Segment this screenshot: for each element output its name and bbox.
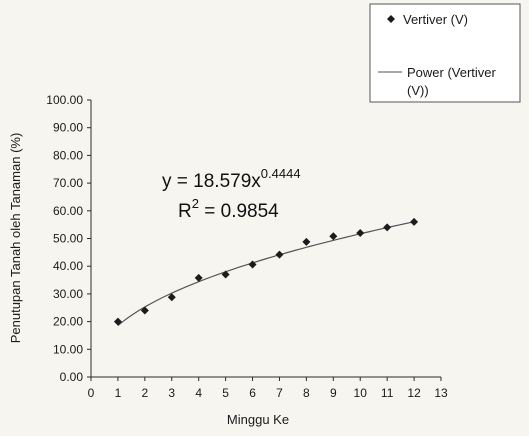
power-trendline xyxy=(117,221,415,327)
x-tick-label: 2 xyxy=(142,386,149,400)
y-tick-label: 90.00 xyxy=(53,121,83,135)
x-tick-label: 4 xyxy=(195,386,202,400)
data-point-diamond xyxy=(113,317,122,326)
y-tick-label: 30.00 xyxy=(53,287,83,301)
y-axis-title: Penutupan Tanah oleh Tanaman (%) xyxy=(8,133,23,344)
x-tick-label: 13 xyxy=(434,386,448,400)
x-tick-label: 11 xyxy=(381,386,394,400)
y-tick-label: 20.00 xyxy=(53,315,83,329)
x-axis-title: Minggu Ke xyxy=(227,412,289,427)
legend-trendline-label-1: Power (Vertiver xyxy=(407,65,497,80)
x-tick-label: 9 xyxy=(330,386,337,400)
y-axis-ticks: 0.00 10.00 20.00 30.00 40.00 50.00 60.00 70.00 8… xyxy=(46,93,91,384)
y-tick-label: 40.00 xyxy=(53,259,83,273)
r2-superscript: 2 xyxy=(192,196,199,211)
legend-series-label: Vertiver (V) xyxy=(403,12,468,27)
data-point-diamond xyxy=(383,223,392,232)
x-tick-label: 8 xyxy=(303,386,310,400)
r2-value: = 0.9854 xyxy=(199,201,279,222)
x-tick-label: 1 xyxy=(115,386,122,400)
legend: Vertiver (V) Power (Vertiver (V)) xyxy=(369,3,521,103)
x-tick-label: 7 xyxy=(276,386,283,400)
y-tick-label: 70.00 xyxy=(53,176,83,190)
data-point-diamond xyxy=(329,232,338,241)
data-points xyxy=(113,217,419,326)
data-point-diamond xyxy=(302,237,311,246)
equation-base: y = 18.579x xyxy=(162,171,261,192)
data-point-diamond xyxy=(275,250,284,259)
x-tick-label: 6 xyxy=(249,386,256,400)
x-tick-label: 12 xyxy=(407,386,421,400)
data-point-diamond xyxy=(167,293,176,302)
x-axis-ticks: 0 1 2 3 4 5 6 7 8 9 10 11 12 13 xyxy=(88,377,448,400)
y-tick-label: 60.00 xyxy=(53,204,83,218)
data-point-diamond xyxy=(194,273,203,282)
equation-exponent: 0.4444 xyxy=(261,166,301,181)
data-point-diamond xyxy=(356,228,365,237)
y-tick-label: 0.00 xyxy=(60,370,84,384)
y-tick-label: 10.00 xyxy=(53,342,83,356)
r-squared-label: R2 = 0.9854 xyxy=(178,196,279,222)
r2-symbol: R xyxy=(178,201,192,222)
legend-trendline-label-2: (V)) xyxy=(407,83,429,98)
x-tick-label: 3 xyxy=(168,386,175,400)
data-point-diamond xyxy=(221,270,230,279)
x-tick-label: 5 xyxy=(222,386,229,400)
data-point-diamond xyxy=(140,306,149,315)
y-tick-label: 80.00 xyxy=(53,148,83,162)
legend-diamond-marker xyxy=(387,15,395,23)
x-tick-label: 0 xyxy=(88,386,95,400)
x-tick-label: 10 xyxy=(354,386,368,400)
y-tick-label: 50.00 xyxy=(53,232,83,246)
y-tick-label: 100.00 xyxy=(46,93,83,107)
legend-box xyxy=(369,3,521,103)
trendline-equation: y = 18.579x0.4444 xyxy=(162,166,301,192)
data-point-diamond xyxy=(410,217,419,226)
data-point-diamond xyxy=(248,260,257,269)
